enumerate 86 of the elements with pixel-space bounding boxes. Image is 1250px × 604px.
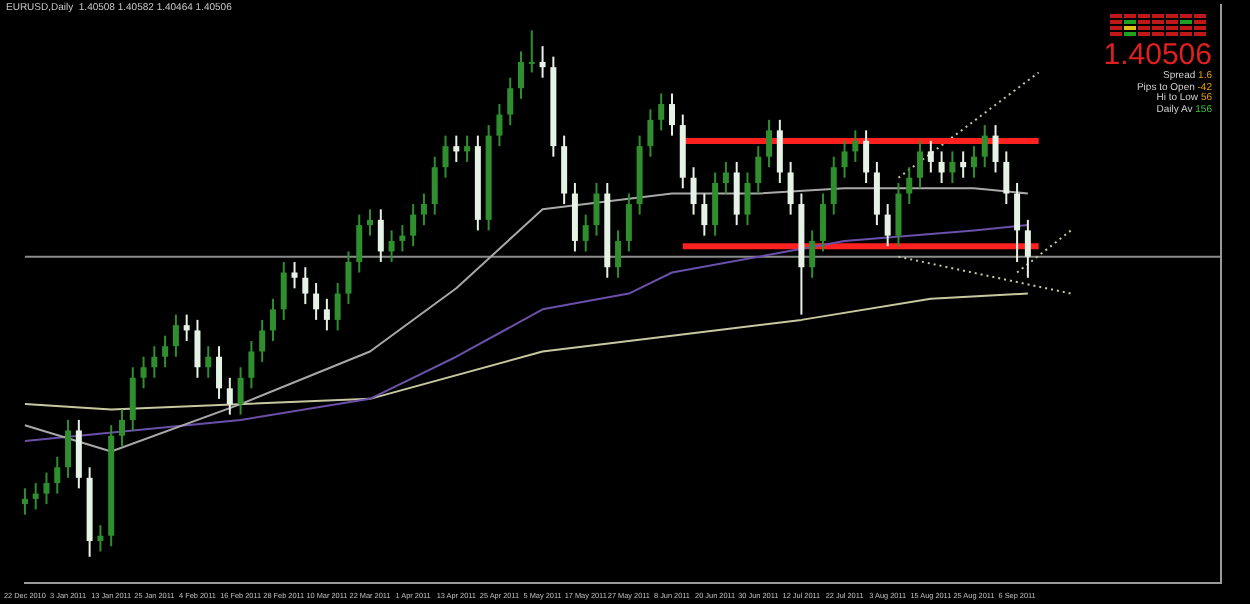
candlestick [118,408,125,448]
candlestick [334,282,341,332]
candlestick [841,139,848,179]
candlestick [960,150,967,179]
candlestick [819,192,826,253]
candlestick [852,129,859,163]
candlestick [884,203,891,248]
candlestick [561,134,568,206]
candlestick [992,124,999,174]
candlestick [863,129,870,184]
candlestick [647,108,654,158]
candlestick [518,50,524,100]
candlestick [528,29,535,74]
candlestick [226,376,233,416]
candlestick [97,524,104,553]
candlestick [75,418,82,490]
candlestick [291,260,298,290]
candlestick [539,45,546,79]
candlestick [388,229,395,263]
candlestick [410,203,417,248]
candlestick [162,334,169,369]
candlestick [690,166,697,216]
candlestick [1003,150,1010,206]
candlestick [906,166,913,206]
candlestick [464,134,471,163]
candlestick [151,345,158,379]
candlestick [507,76,514,127]
candlestick [453,134,460,163]
candlestick [744,171,751,227]
candlestick [949,150,956,184]
candlestick [712,171,719,237]
candlestick [129,366,136,432]
candlestick [582,213,589,253]
candlestick [668,92,675,137]
candlestick [873,160,880,227]
candlestick [442,134,449,179]
candlestick [345,250,352,306]
candlestick [21,487,28,516]
candlestick [420,192,427,227]
candlestick [809,229,816,279]
candlestick [323,297,330,332]
candlestick [248,339,255,390]
candlestick [172,313,179,358]
candlestick [701,192,708,237]
candlestick [431,155,438,216]
candlestick [615,229,622,279]
candlestick [377,208,384,263]
candlestick [766,118,773,169]
candlestick [367,208,374,237]
candlestick [830,155,837,216]
candlestick [593,182,600,237]
candlestick [32,482,39,511]
candlestick [787,160,794,216]
candlestick [496,103,503,148]
candlestick [981,124,988,169]
candlestick [571,182,578,253]
candlestick [194,318,201,379]
candlestick [970,145,977,179]
candlestick [259,318,266,363]
candlestick [140,355,147,390]
candlestick [1024,218,1031,279]
candlestick [183,313,190,342]
candlestick [733,160,740,227]
candlestick [625,192,632,253]
candlestick [43,471,50,506]
candlestick [938,150,945,184]
candlestick [313,282,320,321]
candlestick [302,266,309,306]
candlestick [237,366,244,416]
candlestick [917,139,924,190]
candlestick [658,92,665,132]
candlestick [280,260,287,321]
candlestick [216,345,223,400]
candlestick [356,213,363,274]
candlestick [722,160,729,195]
annotation: 1.40506 [1103,38,1212,72]
candlestick [927,139,934,174]
candlestick [895,182,902,248]
candlestick [205,345,212,379]
candlestick [776,118,783,184]
candlestick [1014,182,1021,263]
candlestick [399,224,406,253]
candlestick [54,455,61,495]
candlestick [65,418,72,479]
candlestick [269,297,276,342]
candlestick [755,145,762,195]
